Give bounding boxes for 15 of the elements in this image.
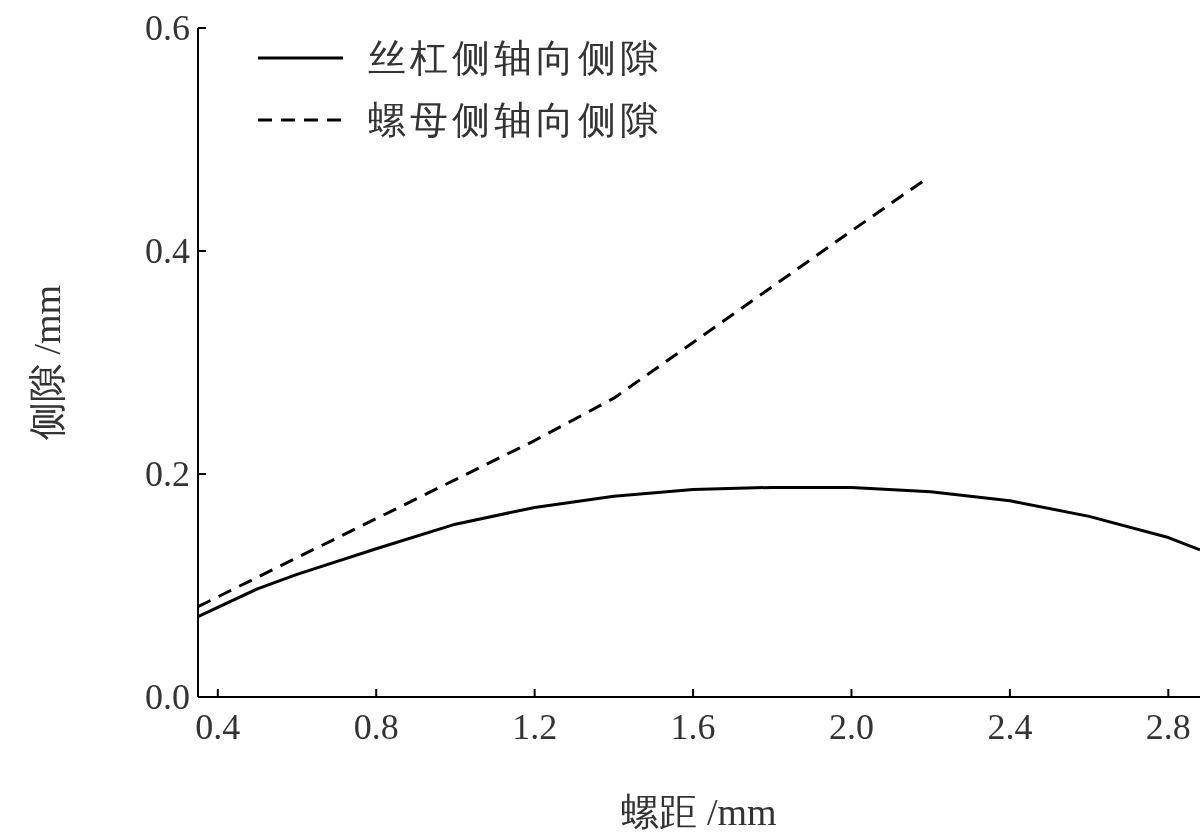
y-tick-label: 0.2 xyxy=(145,454,190,494)
x-tick-label: 2.8 xyxy=(1145,707,1191,747)
x-tick-label: 0.8 xyxy=(353,707,399,747)
y-tick-label: 0.4 xyxy=(145,231,190,271)
y-tick-label: 0.0 xyxy=(145,677,190,717)
x-tick-label: 2.4 xyxy=(987,707,1033,747)
y-axis-title: 侧隙 /mm xyxy=(26,284,68,441)
x-axis-title: 螺距 /mm xyxy=(621,791,777,833)
y-tick-label: 0.6 xyxy=(145,8,190,48)
x-tick-label: 2.0 xyxy=(828,707,874,747)
x-tick-label: 1.2 xyxy=(512,707,558,747)
legend-label: 丝杠侧轴向侧隙 xyxy=(368,37,662,79)
x-tick-label: 0.4 xyxy=(195,707,241,747)
x-tick-label: 1.6 xyxy=(670,707,716,747)
legend-label: 螺母侧轴向侧隙 xyxy=(368,99,662,141)
